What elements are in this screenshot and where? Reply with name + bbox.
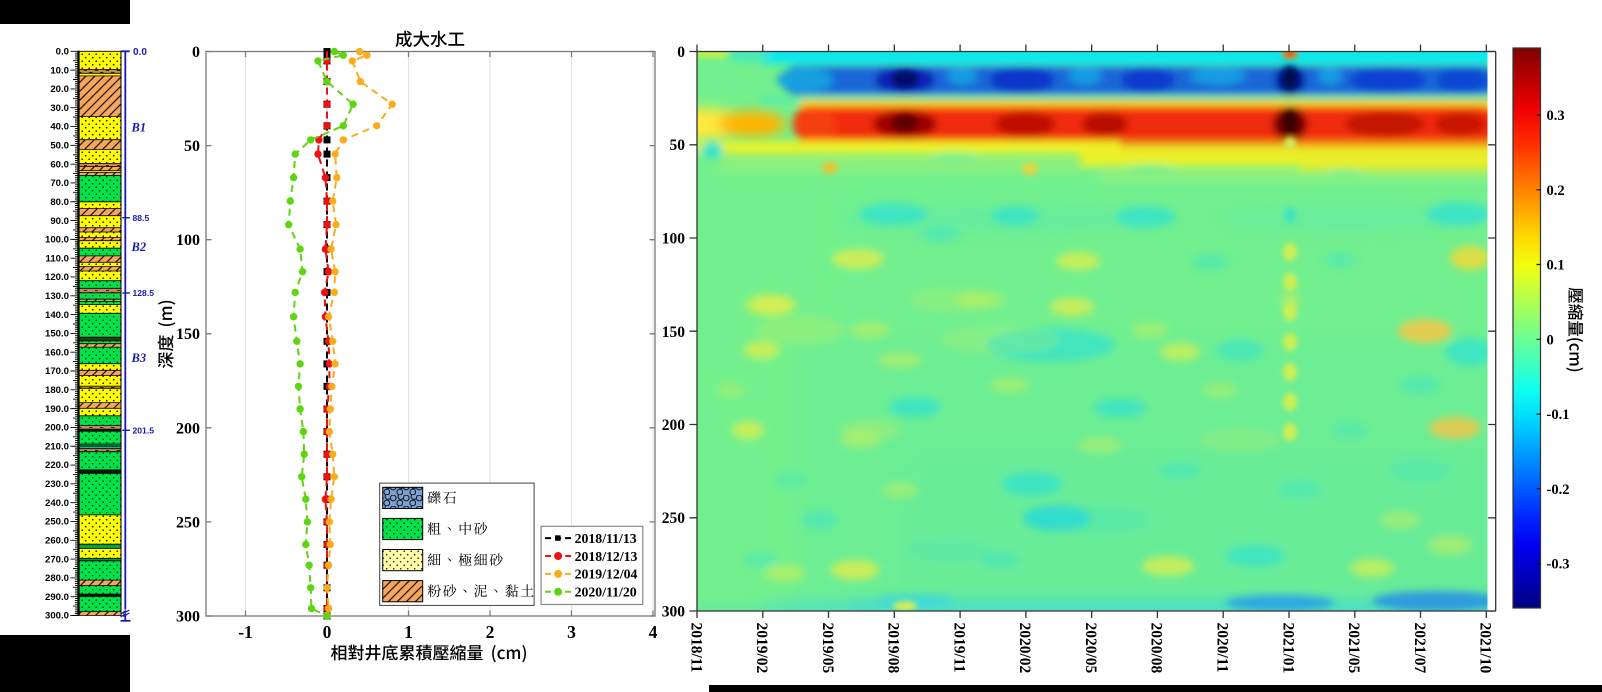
- svg-text:60.0: 60.0: [50, 159, 69, 170]
- svg-text:250: 250: [662, 510, 686, 527]
- svg-text:2018/11/13: 2018/11/13: [575, 531, 637, 546]
- svg-text:0: 0: [1547, 332, 1554, 348]
- svg-text:2: 2: [486, 622, 495, 642]
- svg-text:0: 0: [323, 622, 332, 642]
- svg-text:-0.3: -0.3: [1547, 557, 1570, 573]
- svg-text:0: 0: [192, 44, 200, 61]
- svg-text:-0.1: -0.1: [1547, 407, 1570, 423]
- svg-text:-0.2: -0.2: [1547, 482, 1570, 498]
- svg-text:240.0: 240.0: [45, 498, 69, 509]
- svg-text:290.0: 290.0: [45, 592, 69, 603]
- svg-text:140.0: 140.0: [45, 310, 69, 321]
- svg-text:10.0: 10.0: [50, 65, 69, 76]
- svg-text:100.0: 100.0: [45, 235, 69, 246]
- svg-text:2019/11: 2019/11: [950, 623, 967, 673]
- svg-text:160.0: 160.0: [45, 347, 69, 358]
- svg-text:300: 300: [176, 609, 200, 626]
- svg-text:190.0: 190.0: [45, 404, 69, 415]
- svg-text:300: 300: [662, 604, 686, 621]
- svg-text:2019/12/04: 2019/12/04: [575, 567, 638, 582]
- svg-text:150: 150: [662, 324, 686, 341]
- svg-text:180.0: 180.0: [45, 385, 69, 396]
- svg-text:0.0: 0.0: [133, 47, 147, 58]
- svg-text:280.0: 280.0: [45, 573, 69, 584]
- svg-text:2019/02: 2019/02: [753, 623, 770, 674]
- svg-text:130.0: 130.0: [45, 291, 69, 302]
- svg-text:250: 250: [176, 514, 200, 531]
- svg-text:30.0: 30.0: [50, 103, 69, 114]
- svg-text:20.0: 20.0: [50, 84, 69, 95]
- svg-text:50: 50: [670, 137, 686, 154]
- svg-text:2020/05: 2020/05: [1082, 623, 1099, 674]
- svg-text:0.3: 0.3: [1547, 108, 1565, 124]
- svg-text:88.5: 88.5: [133, 213, 150, 223]
- svg-text:201.5: 201.5: [133, 426, 155, 436]
- svg-text:B3: B3: [131, 351, 147, 365]
- svg-text:90.0: 90.0: [50, 216, 69, 227]
- svg-text:2021/01: 2021/01: [1279, 623, 1296, 674]
- svg-text:260.0: 260.0: [45, 536, 69, 547]
- svg-text:0.0: 0.0: [56, 47, 69, 58]
- svg-text:B1: B1: [131, 121, 147, 135]
- svg-text:2021/10: 2021/10: [1477, 623, 1494, 674]
- svg-text:120.0: 120.0: [45, 272, 69, 283]
- svg-text:2020/08: 2020/08: [1148, 623, 1165, 674]
- svg-text:150.0: 150.0: [45, 329, 69, 340]
- svg-text:200: 200: [662, 417, 686, 434]
- svg-text:3: 3: [567, 622, 576, 642]
- svg-text:0.1: 0.1: [1547, 258, 1565, 274]
- svg-text:2020/02: 2020/02: [1016, 623, 1033, 674]
- svg-text:128.5: 128.5: [133, 288, 155, 298]
- svg-text:1: 1: [404, 622, 413, 642]
- svg-text:200.0: 200.0: [45, 423, 69, 434]
- svg-text:220.0: 220.0: [45, 460, 69, 471]
- svg-text:210.0: 210.0: [45, 441, 69, 452]
- svg-text:170.0: 170.0: [45, 366, 69, 377]
- svg-text:2018/12/13: 2018/12/13: [575, 549, 638, 564]
- svg-text:100: 100: [662, 231, 686, 248]
- svg-text:300.0: 300.0: [45, 611, 69, 622]
- svg-text:250.0: 250.0: [45, 517, 69, 528]
- svg-text:50.0: 50.0: [50, 141, 69, 152]
- svg-text:2020/11/20: 2020/11/20: [575, 585, 637, 600]
- svg-text:4: 4: [649, 622, 658, 642]
- svg-text:2021/05: 2021/05: [1345, 623, 1362, 674]
- svg-text:80.0: 80.0: [50, 197, 69, 208]
- svg-text:2018/11: 2018/11: [687, 623, 704, 673]
- svg-text:0.2: 0.2: [1547, 183, 1565, 199]
- svg-text:200: 200: [176, 420, 200, 437]
- svg-text:2020/11: 2020/11: [1214, 623, 1231, 673]
- svg-text:100: 100: [176, 232, 200, 249]
- svg-text:2019/05: 2019/05: [819, 623, 836, 674]
- svg-text:150: 150: [176, 326, 200, 343]
- svg-text:230.0: 230.0: [45, 479, 69, 490]
- svg-text:50: 50: [184, 138, 200, 155]
- svg-text:-1: -1: [238, 622, 253, 642]
- svg-text:40.0: 40.0: [50, 122, 69, 133]
- svg-text:2019/08: 2019/08: [885, 623, 902, 674]
- svg-text:B2: B2: [131, 240, 147, 254]
- svg-text:70.0: 70.0: [50, 178, 69, 189]
- svg-text:0: 0: [677, 44, 685, 61]
- svg-text:110.0: 110.0: [46, 253, 69, 264]
- svg-text:270.0: 270.0: [45, 554, 69, 565]
- svg-text:2021/07: 2021/07: [1411, 623, 1428, 674]
